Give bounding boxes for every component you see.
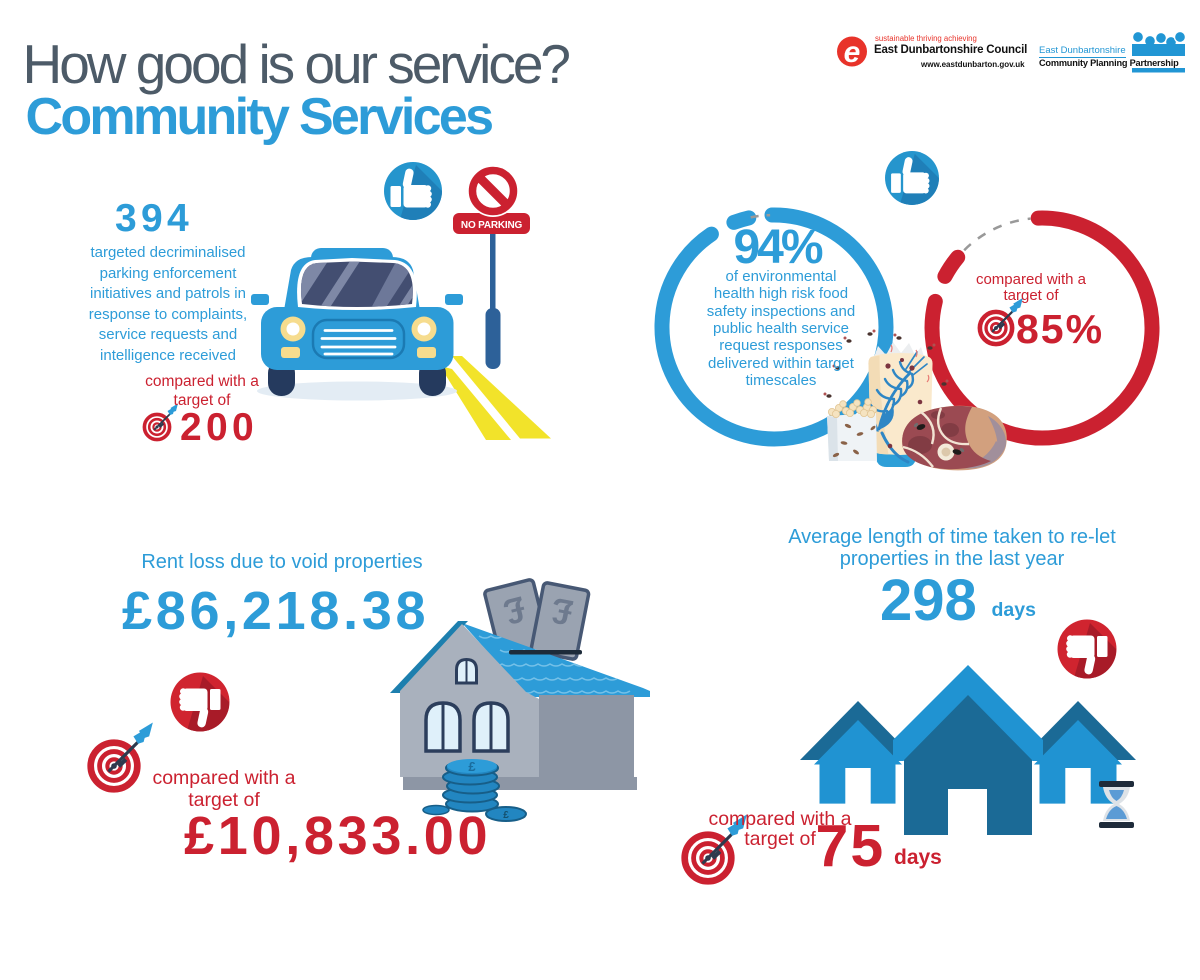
svg-text:£: £	[503, 810, 509, 821]
svg-text:£: £	[468, 759, 476, 774]
svg-text:NO PARKING: NO PARKING	[461, 220, 523, 231]
svg-text:e: e	[844, 36, 861, 69]
